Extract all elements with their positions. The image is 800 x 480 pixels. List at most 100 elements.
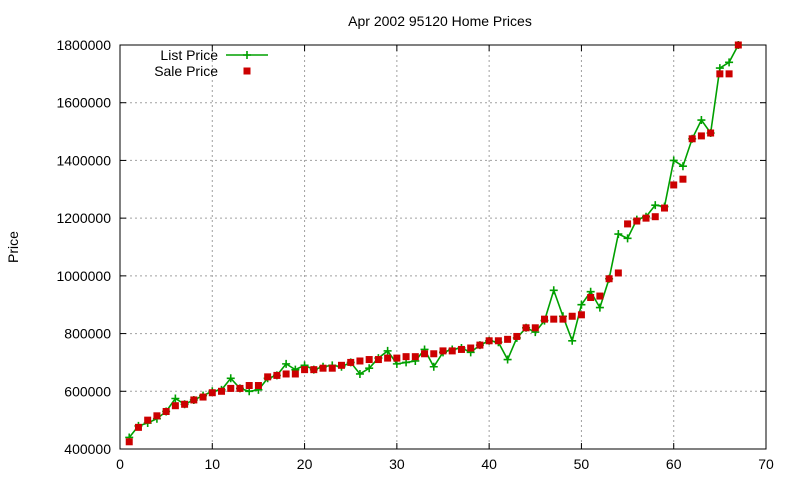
data-point-list-price bbox=[355, 369, 364, 378]
data-point-list-price bbox=[725, 58, 734, 67]
data-point-sale-price bbox=[273, 371, 281, 379]
x-tick-label: 10 bbox=[204, 456, 220, 472]
data-point-list-price bbox=[549, 286, 558, 295]
data-point-sale-price bbox=[697, 132, 705, 140]
data-point-sale-price bbox=[725, 70, 733, 78]
data-point-sale-price bbox=[227, 384, 235, 392]
x-tick-label: 40 bbox=[481, 456, 497, 472]
data-point-sale-price bbox=[162, 407, 170, 415]
series-layer bbox=[125, 41, 743, 446]
data-point-sale-price bbox=[402, 353, 410, 361]
data-point-sale-price bbox=[439, 347, 447, 355]
legend-marker-list-price bbox=[243, 51, 251, 59]
data-point-sale-price bbox=[144, 416, 152, 424]
data-point-list-price bbox=[171, 394, 180, 403]
data-point-sale-price bbox=[504, 335, 512, 343]
data-point-sale-price bbox=[633, 217, 641, 225]
data-point-sale-price bbox=[190, 396, 198, 404]
data-point-list-price bbox=[678, 162, 687, 171]
data-point-list-price bbox=[669, 156, 678, 165]
data-point-list-price bbox=[697, 116, 706, 125]
data-point-sale-price bbox=[384, 354, 392, 362]
legend-marker-sale-price bbox=[243, 67, 251, 75]
data-point-sale-price bbox=[624, 220, 632, 228]
data-point-sale-price bbox=[310, 366, 318, 374]
legend-label-list-price: List Price bbox=[160, 47, 218, 63]
series-sale-price bbox=[125, 41, 742, 446]
plot-frame bbox=[119, 44, 767, 450]
data-point-sale-price bbox=[236, 384, 244, 392]
data-point-sale-price bbox=[337, 361, 345, 369]
data-point-list-price bbox=[282, 359, 291, 368]
data-point-sale-price bbox=[347, 358, 355, 366]
data-point-sale-price bbox=[679, 175, 687, 183]
data-point-sale-price bbox=[365, 356, 373, 364]
data-point-sale-price bbox=[374, 356, 382, 364]
y-tick-label: 1000000 bbox=[56, 268, 111, 284]
data-point-sale-price bbox=[328, 364, 336, 372]
data-point-sale-price bbox=[291, 370, 299, 378]
data-point-sale-price bbox=[596, 292, 604, 300]
x-tick-label: 50 bbox=[574, 456, 590, 472]
data-point-sale-price bbox=[568, 312, 576, 320]
data-point-sale-price bbox=[559, 315, 567, 323]
tick-labels: 0 10 20 30 40 50 60 70 400000 600000 800000 1000000… bbox=[56, 37, 774, 472]
series-line-list-price bbox=[128, 44, 740, 438]
data-point-list-price bbox=[623, 234, 632, 243]
data-point-sale-price bbox=[411, 353, 419, 361]
data-point-sale-price bbox=[734, 41, 742, 49]
data-point-sale-price bbox=[541, 315, 549, 323]
data-point-sale-price bbox=[301, 366, 309, 374]
data-point-sale-price bbox=[642, 214, 650, 222]
data-point-sale-price bbox=[716, 70, 724, 78]
y-tick-label: 800000 bbox=[64, 326, 111, 342]
data-point-list-price bbox=[383, 346, 392, 355]
data-point-sale-price bbox=[550, 315, 558, 323]
y-tick-label: 1600000 bbox=[56, 95, 111, 111]
data-point-sale-price bbox=[356, 357, 364, 365]
data-point-sale-price bbox=[430, 350, 438, 358]
data-point-list-price bbox=[226, 374, 235, 383]
x-tick-label: 60 bbox=[666, 456, 682, 472]
data-point-sale-price bbox=[476, 341, 484, 349]
series-list-price bbox=[125, 41, 743, 442]
data-point-sale-price bbox=[181, 400, 189, 408]
x-tick-label: 30 bbox=[389, 456, 405, 472]
data-point-sale-price bbox=[448, 347, 456, 355]
data-point-sale-price bbox=[707, 129, 715, 137]
data-point-sale-price bbox=[485, 337, 493, 345]
data-point-sale-price bbox=[393, 354, 401, 362]
data-point-sale-price bbox=[467, 344, 475, 352]
data-point-sale-price bbox=[264, 373, 272, 381]
data-point-sale-price bbox=[421, 350, 429, 358]
y-tick-label: 1400000 bbox=[56, 152, 111, 168]
data-point-sale-price bbox=[254, 382, 262, 390]
data-point-sale-price bbox=[531, 324, 539, 332]
data-point-sale-price bbox=[208, 389, 216, 397]
x-tick-label: 0 bbox=[116, 456, 124, 472]
data-point-sale-price bbox=[245, 382, 253, 390]
data-point-sale-price bbox=[218, 387, 226, 395]
data-point-sale-price bbox=[134, 423, 142, 431]
grid-lines bbox=[120, 45, 766, 449]
y-tick-label: 600000 bbox=[64, 383, 111, 399]
data-point-sale-price bbox=[282, 370, 290, 378]
data-point-sale-price bbox=[670, 181, 678, 189]
legend-label-sale-price: Sale Price bbox=[154, 63, 218, 79]
y-tick-label: 400000 bbox=[64, 441, 111, 457]
data-point-sale-price bbox=[605, 275, 613, 283]
legend: List Price Sale Price bbox=[154, 47, 268, 79]
data-point-sale-price bbox=[494, 337, 502, 345]
data-point-list-price bbox=[595, 303, 604, 312]
data-point-sale-price bbox=[513, 332, 521, 340]
data-point-list-price bbox=[503, 355, 512, 364]
data-point-sale-price bbox=[171, 402, 179, 410]
chart-title: Apr 2002 95120 Home Prices bbox=[348, 13, 532, 29]
data-point-list-price bbox=[651, 201, 660, 210]
y-tick-label: 1200000 bbox=[56, 210, 111, 226]
data-point-list-price bbox=[568, 336, 577, 345]
data-point-sale-price bbox=[522, 324, 530, 332]
x-tick-label: 70 bbox=[758, 456, 774, 472]
data-point-sale-price bbox=[577, 311, 585, 319]
